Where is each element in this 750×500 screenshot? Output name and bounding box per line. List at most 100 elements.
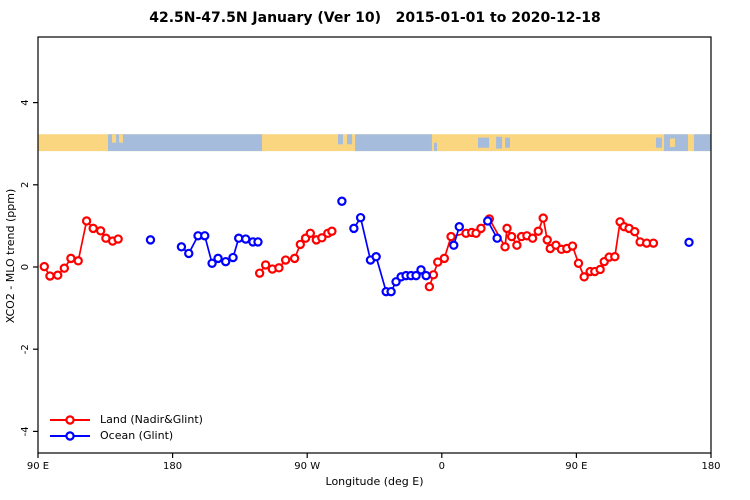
map-band-ocean-segment (664, 134, 688, 152)
x-tick-label: 90 E (27, 461, 49, 472)
data-point (337, 196, 347, 206)
y-axis-title: XCO2 - MLO trend (ppm) (4, 188, 17, 324)
legend-ocean-symbol-icon (50, 431, 90, 441)
data-point (317, 233, 327, 243)
data-point (145, 235, 156, 245)
data-point (184, 248, 194, 259)
data-point (176, 242, 187, 252)
data-point (630, 226, 640, 237)
map-band-ocean-segment (346, 134, 353, 145)
data-point (533, 226, 543, 236)
data-point (648, 238, 659, 248)
legend: Land (Nadir&Glint) Ocean (Glint) (48, 412, 203, 444)
series-line (43, 220, 119, 277)
data-point (305, 228, 316, 238)
x-tick-label: 90 W (294, 461, 320, 472)
legend-entry-ocean: Ocean (Glint) (48, 428, 203, 444)
map-band-ocean-segment (505, 137, 510, 148)
map-band-ocean-segment (496, 136, 503, 149)
legend-entry-land: Land (Nadir&Glint) (48, 412, 203, 428)
map-band (38, 134, 711, 152)
data-point (538, 213, 548, 223)
map-band-ocean-segment (107, 134, 263, 152)
data-point (542, 235, 552, 245)
data-point (439, 253, 450, 264)
data-point (228, 252, 238, 263)
data-point (483, 216, 493, 226)
x-axis-title: Longitude (deg E) (325, 475, 424, 488)
map-band-island-segment (670, 138, 675, 147)
data-point (280, 255, 291, 265)
data-point (81, 216, 92, 226)
data-point (446, 231, 456, 242)
map-band-ocean-segment (338, 134, 343, 145)
data-point (512, 240, 522, 250)
data-point (506, 231, 517, 242)
data-point (295, 239, 306, 250)
map-band-ocean-segment (355, 134, 432, 152)
data-point (421, 270, 431, 281)
data-point (449, 240, 459, 250)
series-ocean (145, 196, 694, 297)
x-tick-label: 180 (163, 461, 182, 472)
legend-ocean-label: Ocean (Glint) (100, 429, 174, 442)
series-land (39, 213, 659, 292)
data-point (289, 253, 300, 264)
data-point (386, 286, 396, 297)
data-point (260, 260, 271, 270)
legend-land-symbol-icon (50, 415, 90, 425)
data-point (424, 282, 435, 292)
data-point (327, 226, 337, 236)
y-tick-label: 4 (20, 99, 31, 105)
data-point (684, 237, 694, 248)
data-point (476, 223, 486, 234)
data-point (45, 271, 55, 281)
x-tick-label: 0 (439, 461, 445, 472)
data-point (213, 253, 223, 264)
legend-land-label: Land (Nadir&Glint) (100, 413, 203, 426)
data-point (253, 237, 263, 247)
data-point (274, 263, 284, 273)
map-band-island-segment (119, 134, 123, 143)
x-tick-label: 180 (701, 461, 720, 472)
data-point (59, 263, 70, 273)
data-point (595, 264, 605, 275)
data-point (454, 222, 464, 232)
y-tick-label: 2 (20, 182, 31, 188)
axes: 90 E 180 90 W 0 90 E 180 -4 -2 0 2 4 (20, 99, 721, 472)
map-band-ocean-segment (655, 137, 662, 148)
x-tick-label: 90 E (565, 461, 587, 472)
data-point (416, 265, 426, 275)
chart-title: 42.5N-47.5N January (Ver 10) 2015-01-01 … (149, 10, 601, 26)
series-line (353, 216, 427, 293)
data-point (411, 270, 421, 281)
map-band-ocean-segment (477, 137, 490, 148)
data-point (349, 223, 359, 234)
data-point (355, 212, 366, 223)
data-point (371, 252, 381, 262)
data-point (73, 256, 83, 266)
plot-frame (37, 36, 712, 454)
data-point (113, 234, 123, 244)
data-point (88, 223, 98, 234)
data-point (66, 253, 76, 264)
map-band-ocean-segment (693, 134, 711, 152)
data-point (567, 241, 578, 251)
data-point (207, 258, 217, 269)
data-point (200, 231, 210, 241)
y-tick-label: -2 (20, 344, 31, 354)
data-point (254, 268, 265, 278)
y-tick-label: -4 (20, 426, 31, 436)
data-point (502, 223, 512, 234)
map-band-island-segment (112, 134, 117, 143)
data-point (579, 272, 589, 282)
data-point (428, 270, 439, 280)
data-point (610, 252, 620, 262)
data-point (500, 242, 510, 252)
data-point (95, 226, 106, 236)
data-point (53, 270, 63, 280)
y-tick-label: 0 (20, 264, 31, 270)
data-point (492, 233, 502, 243)
